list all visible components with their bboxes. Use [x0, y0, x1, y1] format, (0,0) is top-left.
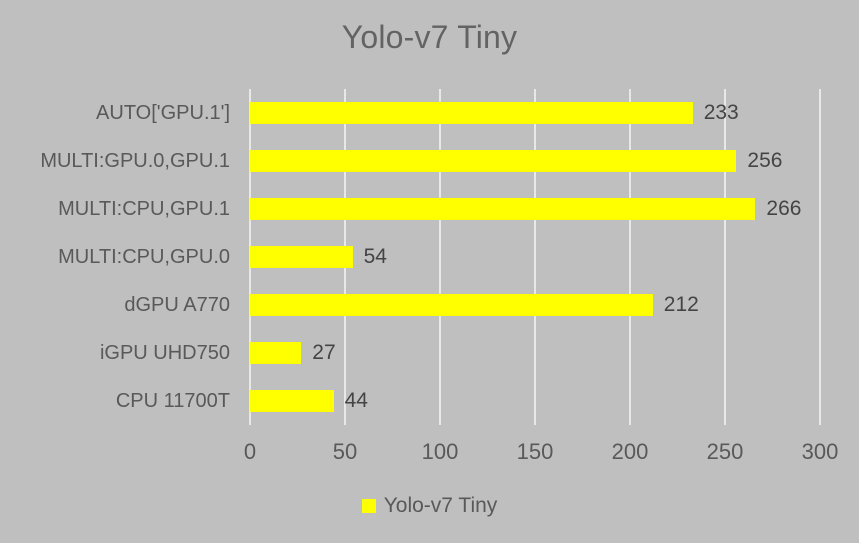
bar-value-label: 233	[703, 101, 739, 124]
x-axis-tick-labels: 0 50 100 150 200 250 300	[244, 437, 838, 471]
bar[interactable]	[250, 102, 693, 124]
x-axis-tick-label: 50	[332, 439, 358, 464]
bar-series: 233 256 266 54 212 27 44	[250, 89, 820, 425]
x-axis-tick-label: 200	[611, 439, 649, 464]
bar-value-label: 27	[312, 341, 336, 364]
bar-row: 212	[250, 281, 820, 329]
plot-area: 233 256 266 54 212 27 44	[249, 89, 821, 425]
y-axis-label: MULTI:GPU.0,GPU.1	[40, 149, 230, 172]
bar-value-label: 266	[766, 197, 802, 220]
legend-item[interactable]: Yolo-v7 Tiny	[361, 492, 498, 520]
chart-title: Yolo-v7 Tiny	[341, 19, 518, 55]
bar[interactable]	[250, 294, 653, 316]
x-axis-tick-label: 100	[421, 439, 459, 464]
bar-row: 256	[250, 137, 820, 185]
chart-legend: Yolo-v7 Tiny	[0, 492, 859, 520]
bar[interactable]	[250, 342, 302, 364]
bar-row: 27	[250, 329, 820, 377]
legend-label: Yolo-v7 Tiny	[383, 494, 498, 517]
bar[interactable]	[250, 198, 756, 220]
y-axis-category-labels: AUTO['GPU.1'] MULTI:GPU.0,GPU.1 MULTI:CPU,…	[0, 89, 240, 425]
bar-row: 54	[250, 233, 820, 281]
bar-value-label: 256	[747, 149, 783, 172]
gridline	[534, 89, 536, 425]
bar[interactable]	[250, 246, 353, 268]
gridline	[724, 89, 726, 425]
bar-row: 233	[250, 89, 820, 137]
bar[interactable]	[250, 390, 334, 412]
x-axis-tick-label: 300	[801, 439, 839, 464]
gridline	[629, 89, 631, 425]
bar-row: 44	[250, 377, 820, 425]
gridline	[819, 89, 821, 425]
x-axis-tick-label: 150	[516, 439, 554, 464]
bar[interactable]	[250, 150, 737, 172]
bar-value-label: 212	[663, 293, 699, 316]
y-axis-label: MULTI:CPU,GPU.0	[58, 245, 230, 268]
x-axis-tick-label: 0	[243, 439, 257, 464]
gridline	[439, 89, 441, 425]
bar-row: 266	[250, 185, 820, 233]
x-axis-tick-label: 250	[706, 439, 744, 464]
y-axis-label: MULTI:CPU,GPU.1	[58, 197, 230, 220]
bar-value-label: 44	[344, 389, 368, 412]
y-axis-label: AUTO['GPU.1']	[96, 101, 230, 124]
legend-color-swatch	[361, 499, 376, 513]
y-axis-label: CPU 11700T	[115, 389, 230, 412]
y-axis-label: dGPU A770	[124, 293, 230, 316]
bar-value-label: 54	[363, 245, 387, 268]
y-axis-label: iGPU UHD750	[99, 341, 230, 364]
